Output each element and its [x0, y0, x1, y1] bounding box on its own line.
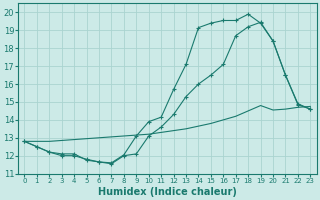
X-axis label: Humidex (Indice chaleur): Humidex (Indice chaleur) [98, 187, 237, 197]
